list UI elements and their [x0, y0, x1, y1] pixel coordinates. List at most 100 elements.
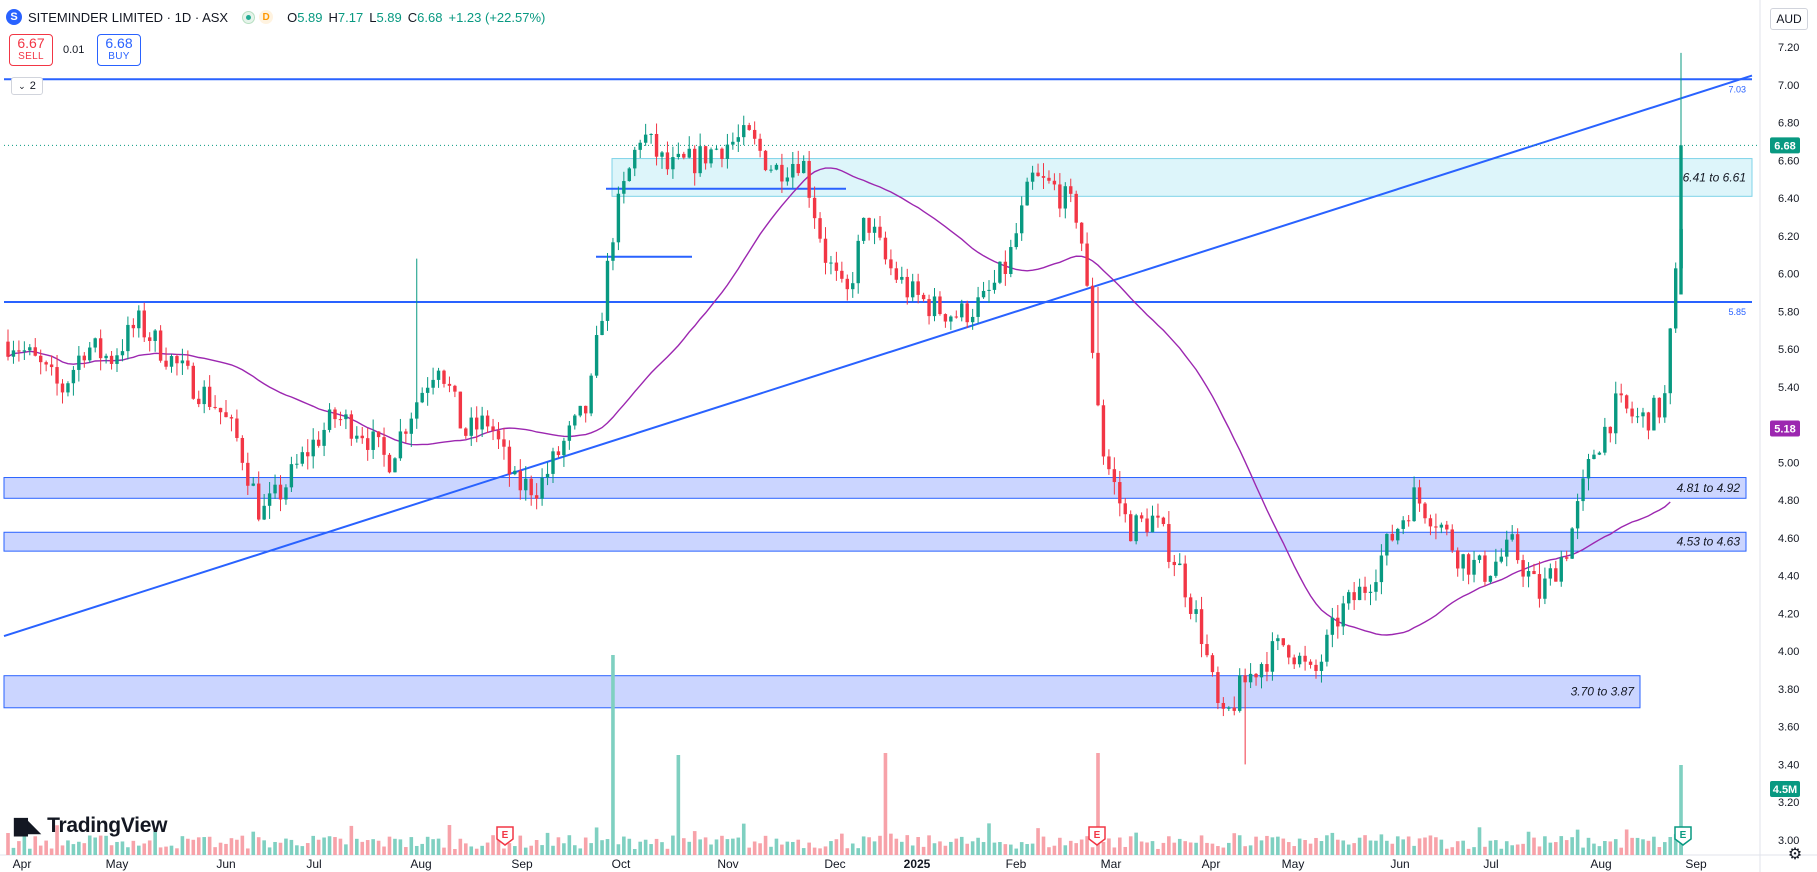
candle-body	[475, 417, 479, 430]
candle-body	[851, 283, 855, 290]
buy-button[interactable]: 6.68 BUY	[97, 34, 141, 66]
volume-bar	[1047, 847, 1051, 855]
volume-bar	[6, 833, 10, 855]
candle-body	[273, 484, 277, 494]
volume-bar	[414, 845, 419, 855]
volume-bar	[823, 846, 828, 855]
candle-body	[1472, 559, 1476, 575]
indicators-toggle[interactable]: ⌄ 2	[11, 77, 43, 95]
volume-bar	[1537, 846, 1542, 855]
candle-body	[306, 452, 310, 457]
open-label: O	[287, 9, 298, 25]
volume-bar	[382, 846, 386, 855]
x-tick-label: Sep	[1685, 857, 1707, 871]
volume-bar	[1297, 838, 1302, 855]
volume-bar	[289, 839, 294, 855]
volume-bar	[55, 825, 59, 855]
candle-body	[22, 350, 27, 352]
candle-body	[1259, 664, 1264, 678]
volume-bar	[1554, 842, 1558, 855]
candle-body	[998, 261, 1002, 283]
candle-body	[1188, 597, 1193, 614]
volume-bar	[703, 837, 708, 855]
volume-bar	[404, 847, 408, 855]
volume-bar	[1319, 841, 1324, 855]
candle-body	[93, 338, 97, 348]
candle-body	[1047, 177, 1051, 181]
candle-body	[1515, 534, 1520, 561]
volume-bar	[33, 836, 38, 855]
volume-bar	[1172, 842, 1177, 855]
delayed-data-badge[interactable]: D	[259, 10, 274, 24]
candle-body	[1336, 617, 1340, 627]
symbol-title[interactable]: SITEMINDER LIMITED · 1D · ASX	[28, 9, 229, 25]
earnings-marker-shape	[1674, 826, 1692, 846]
x-tick-label: Nov	[717, 857, 738, 871]
x-tick-label: Oct	[612, 857, 631, 871]
candle-body	[943, 314, 948, 322]
volume-bar	[365, 840, 370, 855]
candle-body	[1308, 661, 1313, 665]
volume-bar	[17, 841, 21, 855]
volume-bar	[1646, 840, 1651, 855]
volume-bar	[137, 845, 141, 855]
candle-body	[251, 483, 255, 486]
volume-bar	[164, 846, 168, 855]
y-tick-label: 4.40	[1778, 571, 1799, 583]
volume-bar	[333, 837, 337, 855]
volume-bar	[93, 837, 97, 855]
volume-bar	[387, 836, 392, 855]
candle-body	[158, 330, 163, 361]
candle-body	[1167, 524, 1171, 562]
volume-bar	[469, 846, 474, 855]
volume-bar	[447, 825, 452, 855]
volume-bar	[725, 839, 730, 855]
y-tick-label: 5.60	[1778, 344, 1799, 356]
tradingview-logo[interactable]: ▇◣ TradingView	[14, 814, 167, 838]
candle-body	[148, 337, 152, 341]
x-tick-label: Feb	[1006, 857, 1027, 871]
volume-bar	[671, 835, 675, 855]
candle-body	[1341, 603, 1345, 627]
volume-bar	[1401, 839, 1405, 855]
volume-bar	[714, 839, 719, 855]
candle-body	[1063, 186, 1067, 209]
volume-bar	[431, 839, 435, 855]
x-tick-label: Jun	[216, 857, 235, 871]
volume-bar	[1019, 842, 1024, 855]
candle-body	[731, 141, 735, 145]
volume-bar	[1281, 838, 1286, 855]
market-status-icon[interactable]	[242, 10, 256, 24]
candle-body	[1663, 393, 1667, 418]
earnings-marker-icon[interactable]: E	[496, 826, 514, 846]
brand-name: TradingView	[47, 814, 168, 837]
candle-body	[638, 142, 642, 150]
volume-bar	[900, 841, 904, 855]
candle-body	[534, 495, 539, 499]
candle-body	[1357, 586, 1362, 601]
volume-bar	[126, 847, 130, 855]
volume-bar	[600, 840, 604, 855]
sell-button[interactable]: 6.67 SELL	[9, 34, 53, 66]
candle-body	[366, 438, 370, 450]
volume-bar	[959, 836, 964, 855]
volume-bar	[1210, 843, 1215, 855]
volume-bar	[1352, 843, 1356, 855]
volume-bar	[981, 842, 986, 855]
volume-bar	[474, 848, 479, 855]
earnings-marker-icon[interactable]: E	[1674, 826, 1692, 846]
candle-body	[1526, 571, 1531, 577]
chevron-down-icon: ⌄	[18, 80, 26, 91]
volume-bar	[1586, 837, 1591, 855]
volume-bar	[485, 842, 490, 855]
volume-bar	[660, 842, 664, 855]
candle-body	[1134, 515, 1138, 542]
candle-body	[1003, 261, 1008, 274]
volume-bar	[142, 843, 147, 855]
candle-body	[878, 226, 882, 238]
currency-selector[interactable]: AUD	[1770, 8, 1808, 30]
earnings-marker-icon[interactable]: E	[1088, 826, 1106, 846]
gear-icon[interactable]: ⚙	[1787, 846, 1803, 863]
volume-bar	[1330, 832, 1335, 855]
